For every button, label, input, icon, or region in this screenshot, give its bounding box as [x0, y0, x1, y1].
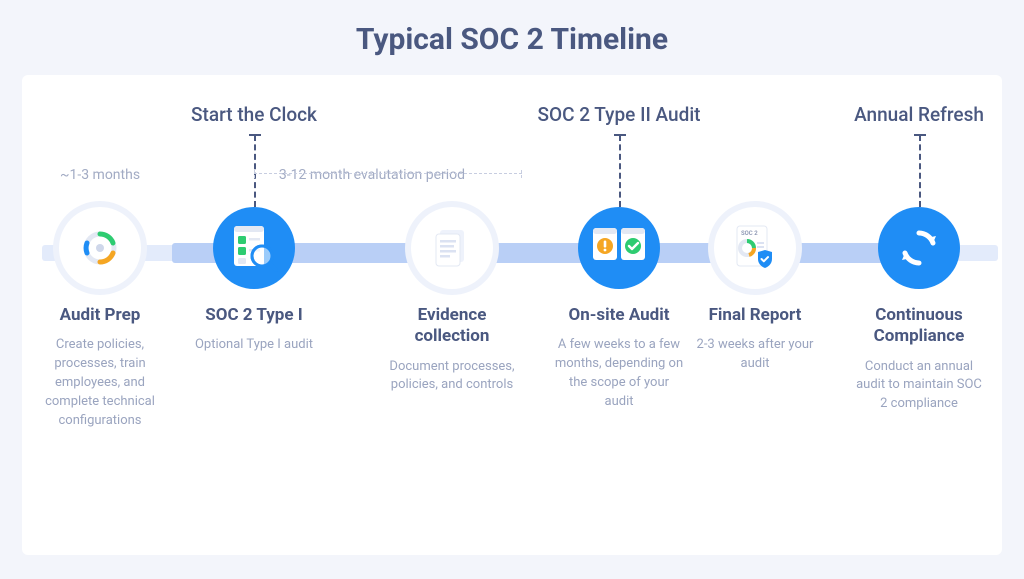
step-title: Evidence collection — [386, 305, 518, 348]
timeline-card: Start the Clock SOC 2 Type II Audit Annu… — [22, 75, 1002, 555]
docs-icon — [428, 224, 476, 272]
step-desc: Optional Type I audit — [188, 336, 320, 355]
span-label: ~1-3 months — [60, 167, 140, 183]
node-continuous — [878, 207, 960, 289]
node-final-report: SOC 2 — [714, 207, 796, 289]
step-desc: 2-3 weeks after your audit — [689, 336, 821, 374]
step-title: Audit Prep — [34, 305, 166, 326]
step-title: Final Report — [689, 305, 821, 326]
step-desc: A few weeks to a few months, depending o… — [553, 336, 685, 411]
step-title: SOC 2 Type I — [188, 305, 320, 326]
node-soc2-type1 — [213, 207, 295, 289]
nodes-row: SOC 2 — [22, 207, 1002, 293]
gear-icon — [80, 228, 120, 268]
step: Evidence collection Document processes, … — [386, 305, 518, 395]
step: Audit Prep Create policies, processes, t… — [34, 305, 166, 430]
phase-label: SOC 2 Type II Audit — [538, 103, 701, 126]
checklist-search-icon — [226, 220, 282, 276]
node-onsite-audit — [578, 207, 660, 289]
step-desc: Conduct an annual audit to maintain SOC … — [853, 358, 985, 415]
span-dash — [254, 173, 522, 174]
report-icon: SOC 2 — [727, 220, 783, 276]
step: SOC 2 Type I Optional Type I audit — [188, 305, 320, 355]
step-desc: Create policies, processes, train employ… — [34, 336, 166, 430]
node-audit-prep — [59, 207, 141, 289]
node-evidence — [411, 207, 493, 289]
badges-icon — [587, 220, 651, 276]
span-labels-row: ~1-3 months 3-12 month evalutation perio… — [22, 167, 1002, 187]
step: On-site Audit A few weeks to a few month… — [553, 305, 685, 412]
refresh-icon — [896, 225, 942, 271]
page-title: Typical SOC 2 Timeline — [0, 0, 1024, 75]
step: Continuous Compliance Conduct an annual … — [853, 305, 985, 414]
report-caption: SOC 2 — [741, 230, 758, 237]
step-title: On-site Audit — [553, 305, 685, 326]
phase-label: Start the Clock — [191, 103, 317, 126]
phase-label: Annual Refresh — [854, 103, 984, 126]
step: Final Report 2-3 weeks after your audit — [689, 305, 821, 374]
step-desc: Document processes, policies, and contro… — [386, 358, 518, 396]
step-title: Continuous Compliance — [853, 305, 985, 348]
phase-labels-row: Start the Clock SOC 2 Type II Audit Annu… — [22, 103, 1002, 133]
span-label: 3-12 month evalutation period — [279, 167, 465, 183]
